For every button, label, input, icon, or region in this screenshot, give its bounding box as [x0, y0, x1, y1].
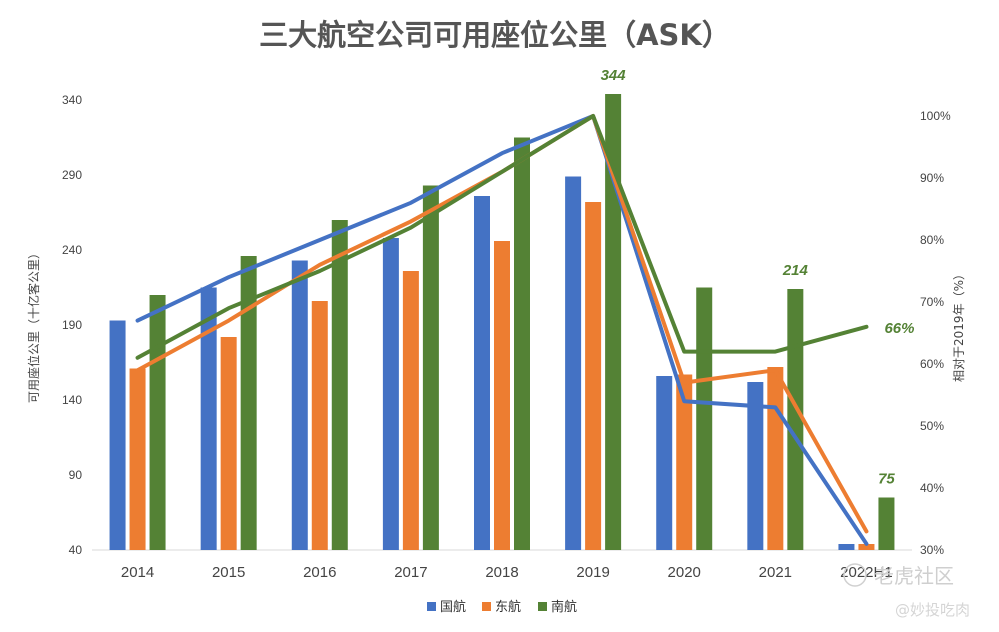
- data-labels: 344 214 75 66%: [601, 67, 915, 488]
- watermark-sub: @妙投吃肉: [895, 601, 970, 619]
- bar-东航-2020: [676, 374, 693, 550]
- data-label-2019: 344: [601, 67, 627, 84]
- legend-label-南航: 南航: [551, 599, 577, 615]
- x-tick-2021: 2021: [759, 564, 792, 581]
- bar-东航-2015: [220, 337, 237, 550]
- line-series-0: [135, 114, 869, 546]
- y2-tick-80: 80%: [920, 233, 944, 247]
- bar-南航-2018: [514, 137, 530, 550]
- bar-国航-2020: [656, 376, 673, 550]
- bar-国航-2019: [565, 176, 582, 550]
- bar-南航-2015: [240, 256, 257, 550]
- bar-南航-2021: [787, 289, 804, 550]
- bar-国航-2018: [474, 196, 490, 550]
- legend-swatch-南航: [538, 602, 547, 611]
- y-tick-290: 290: [62, 168, 82, 182]
- y2-tick-40: 40%: [920, 481, 944, 495]
- legend-label-国航: 国航: [440, 599, 466, 615]
- y-axis-left: 40 90 140 190 240 290 340: [62, 93, 82, 557]
- bar-东航-2019: [585, 202, 602, 550]
- data-label-2022H1: 75: [878, 471, 895, 488]
- watermark: 老虎社区 @妙投吃肉: [843, 563, 970, 619]
- legend-label-东航: 东航: [495, 599, 521, 615]
- y-tick-190: 190: [62, 318, 82, 332]
- y2-axis-label: 相对于2019年（%）: [952, 268, 966, 382]
- y2-tick-50: 50%: [920, 419, 944, 433]
- bar-东航-2014: [129, 368, 146, 550]
- y-tick-240: 240: [62, 243, 82, 257]
- line-series-2: [135, 114, 869, 360]
- x-tick-2014: 2014: [121, 564, 154, 581]
- watermark-main: 老虎社区: [874, 564, 954, 588]
- legend: 国航 东航 南航: [427, 599, 577, 615]
- y2-tick-100: 100%: [920, 109, 951, 123]
- y-tick-90: 90: [69, 468, 83, 482]
- legend-swatch-东航: [482, 602, 491, 611]
- y-axis-label: 可用座位公里（十亿客公里）: [26, 247, 41, 403]
- x-axis: 2014 2015 2016 2017 2018 2019 2020 2021 2022H1: [121, 564, 893, 581]
- x-tick-2016: 2016: [303, 564, 336, 581]
- bar-东航-2021: [767, 367, 784, 550]
- bar-国航-2017: [382, 238, 399, 550]
- bar-南航-2014: [149, 295, 166, 550]
- x-tick-2019: 2019: [576, 564, 609, 581]
- data-label-2021: 214: [782, 262, 809, 279]
- bar-南航-2017: [422, 185, 439, 550]
- bar-东航-2022H1: [858, 544, 875, 550]
- data-label-2022H1-pct: 66%: [884, 320, 914, 337]
- y-tick-40: 40: [69, 543, 83, 557]
- legend-swatch-国航: [427, 602, 436, 611]
- bar-国航-2015: [200, 287, 217, 550]
- lines-layer: [135, 114, 869, 546]
- x-tick-2020: 2020: [668, 564, 701, 581]
- bar-国航-2021: [747, 382, 764, 550]
- bar-南航-2020: [696, 287, 713, 550]
- bar-国航-2014: [109, 320, 126, 550]
- y-tick-140: 140: [62, 393, 82, 407]
- y-axis-right: 30% 40% 50% 60% 70% 80% 90% 100%: [920, 109, 951, 557]
- bar-东航-2016: [311, 301, 328, 550]
- tiger-logo-icon: [843, 563, 867, 587]
- bar-东航-2018: [494, 241, 510, 550]
- x-tick-2017: 2017: [394, 564, 427, 581]
- bar-东航-2017: [402, 271, 419, 550]
- x-tick-2018: 2018: [485, 564, 518, 581]
- bar-国航-2022H1: [838, 544, 855, 550]
- chart-title: 三大航空公司可用座位公里（ASK）: [259, 18, 731, 52]
- y2-tick-60: 60%: [920, 357, 944, 371]
- x-tick-2015: 2015: [212, 564, 245, 581]
- bar-国航-2016: [291, 260, 308, 550]
- bar-南航-2022H1: [878, 497, 895, 550]
- bar-南航-2019: [605, 94, 622, 550]
- y2-tick-30: 30%: [920, 543, 944, 557]
- y2-tick-70: 70%: [920, 295, 944, 309]
- y-tick-340: 340: [62, 93, 82, 107]
- y2-tick-90: 90%: [920, 171, 944, 185]
- bar-南航-2016: [331, 220, 348, 550]
